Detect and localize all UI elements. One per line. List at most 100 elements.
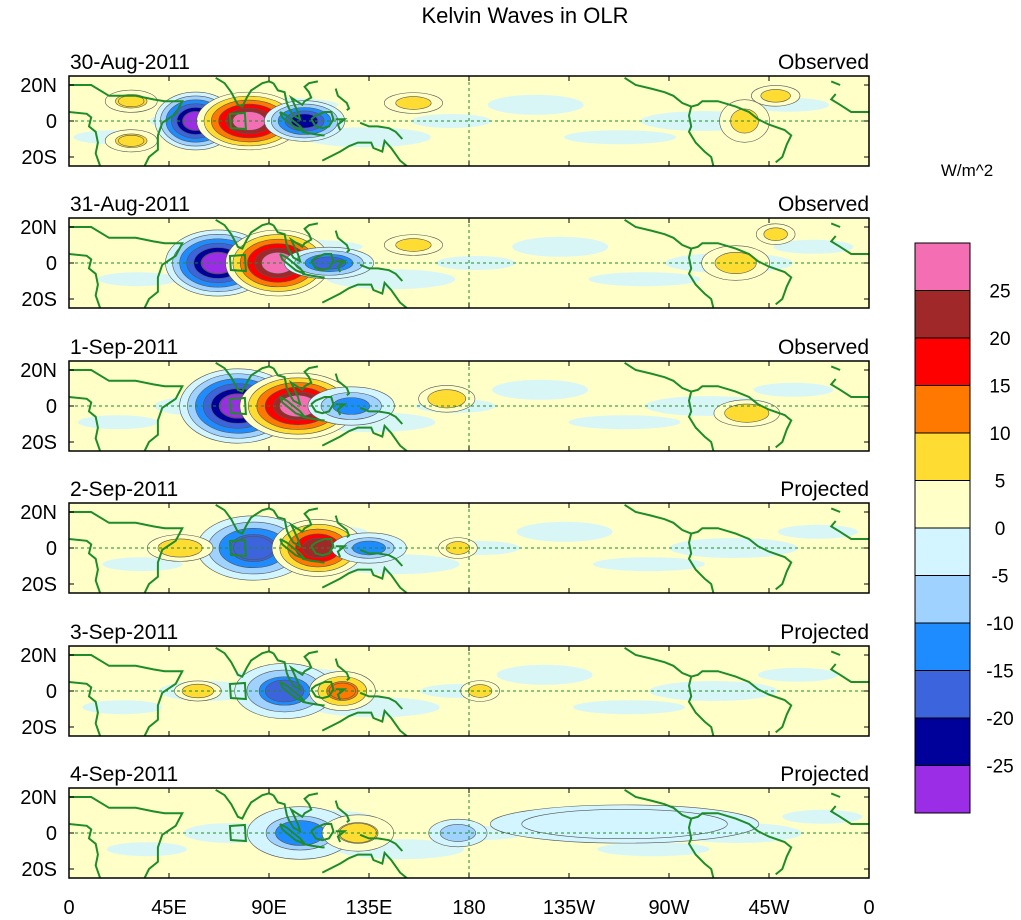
anomaly-contour-positive bbox=[118, 134, 145, 147]
panel-3: 20N 0 20S 1-Sep-2011 Observed bbox=[20, 336, 870, 454]
anomaly-contour-positive bbox=[763, 227, 788, 241]
coastline bbox=[302, 415, 325, 422]
coastline bbox=[302, 272, 325, 279]
coastline bbox=[687, 676, 715, 736]
y-tick-label: 20S bbox=[21, 289, 57, 311]
coastline bbox=[69, 369, 184, 451]
colorbar-swatch bbox=[914, 717, 971, 766]
coastline bbox=[69, 253, 102, 308]
colorbar-swatch bbox=[914, 575, 971, 624]
anomaly-contour-positive bbox=[760, 89, 791, 103]
coastline bbox=[215, 218, 274, 250]
colorbar-level-label: 20 bbox=[989, 329, 1010, 350]
coastline bbox=[624, 76, 793, 164]
chart-title: Kelvin Waves in OLR bbox=[421, 3, 628, 28]
coastline bbox=[321, 423, 408, 451]
coastline bbox=[272, 650, 319, 692]
weak-anomaly-band bbox=[777, 524, 858, 539]
anomaly-contour-positive bbox=[395, 238, 432, 252]
x-tick-label: 45E bbox=[151, 897, 187, 919]
y-tick-label: 20N bbox=[20, 645, 57, 667]
panel-date: 30-Aug-2011 bbox=[70, 51, 190, 74]
panel-date: 3-Sep-2011 bbox=[70, 621, 178, 644]
weak-anomaly-band bbox=[102, 557, 183, 572]
reference-box bbox=[228, 538, 247, 558]
coastline bbox=[335, 830, 348, 843]
panel-status-label: Projected bbox=[780, 763, 869, 786]
y-tick-label: 20N bbox=[20, 75, 57, 97]
coastline bbox=[830, 650, 841, 656]
coastline bbox=[335, 403, 348, 416]
weak-anomaly-band bbox=[97, 272, 178, 287]
coastline bbox=[321, 708, 408, 736]
coastline bbox=[829, 805, 869, 825]
coastline bbox=[321, 138, 408, 166]
colorbar-level-label: 25 bbox=[989, 282, 1010, 303]
coastline bbox=[830, 507, 841, 513]
panel-map-area bbox=[69, 503, 869, 593]
y-tick-label: 20N bbox=[20, 360, 57, 382]
x-tick-label: 0 bbox=[63, 897, 74, 919]
weak-anomaly-band bbox=[492, 379, 589, 400]
colorbar-swatch bbox=[914, 670, 971, 719]
anomaly-contour-positive bbox=[445, 541, 471, 555]
colorbar-units-label: W/m^2 bbox=[941, 161, 993, 180]
colorbar-swatch bbox=[914, 432, 971, 481]
coastline bbox=[687, 533, 715, 593]
coastline bbox=[272, 507, 319, 549]
coastline bbox=[359, 406, 404, 425]
reference-box bbox=[228, 111, 247, 131]
coastline bbox=[272, 222, 319, 264]
coastline bbox=[69, 823, 102, 878]
panel-map-area bbox=[69, 218, 869, 308]
y-tick-label: 20S bbox=[21, 147, 57, 169]
y-tick-label: 0 bbox=[46, 253, 57, 275]
coastline bbox=[69, 111, 102, 166]
panel-status-label: Observed bbox=[778, 51, 869, 74]
coastline bbox=[829, 93, 869, 113]
weak-anomaly-band bbox=[435, 256, 516, 270]
weak-anomaly-band bbox=[757, 667, 838, 682]
coastline bbox=[302, 700, 325, 707]
panel-map-area bbox=[69, 76, 869, 166]
weak-anomaly-band bbox=[516, 521, 613, 542]
weak-anomaly-band bbox=[568, 415, 681, 430]
y-tick-label: 0 bbox=[46, 396, 57, 418]
coastline bbox=[215, 646, 274, 678]
colorbar-swatch bbox=[914, 527, 971, 576]
panel-map-area bbox=[69, 646, 869, 736]
y-tick-label: 20N bbox=[20, 502, 57, 524]
coastline bbox=[321, 850, 408, 878]
y-tick-label: 0 bbox=[46, 538, 57, 560]
colorbar-level-label: -15 bbox=[986, 662, 1013, 683]
coastline bbox=[829, 663, 869, 683]
panel-1: 20N 0 20S 30-Aug-2011 Observed bbox=[20, 51, 870, 169]
coastline bbox=[272, 80, 319, 122]
coastline bbox=[830, 222, 841, 228]
x-tick-label: 0 bbox=[863, 897, 874, 919]
coastline bbox=[335, 545, 348, 558]
weak-anomaly-band bbox=[512, 236, 609, 257]
coastline bbox=[687, 818, 715, 878]
anomaly-contour-negative bbox=[439, 824, 476, 842]
coastline bbox=[310, 823, 335, 842]
weak-anomaly-band bbox=[77, 415, 158, 430]
coastline bbox=[302, 842, 325, 849]
y-tick-label: 0 bbox=[46, 111, 57, 133]
coastline bbox=[335, 118, 348, 131]
colorbar-swatch bbox=[914, 622, 971, 671]
colorbar-level-label: -25 bbox=[986, 757, 1013, 778]
weak-anomaly-band bbox=[782, 809, 863, 824]
coastline bbox=[624, 503, 793, 591]
x-tick-label: 45W bbox=[748, 897, 789, 919]
weak-anomaly-band bbox=[573, 700, 685, 715]
y-tick-label: 20S bbox=[21, 574, 57, 596]
coastline bbox=[310, 681, 335, 700]
y-tick-label: 20N bbox=[20, 787, 57, 809]
colorbar: W/m^2 25 20 15 10 5 0 -5 -10 -15 -20 -25 bbox=[914, 161, 1014, 814]
weak-anomaly-band bbox=[588, 272, 701, 287]
panel-status-label: Observed bbox=[778, 193, 869, 216]
x-tick-label: 90W bbox=[648, 897, 689, 919]
panel-2: 20N 0 20S 31-Aug-2011 Observed bbox=[20, 193, 870, 311]
